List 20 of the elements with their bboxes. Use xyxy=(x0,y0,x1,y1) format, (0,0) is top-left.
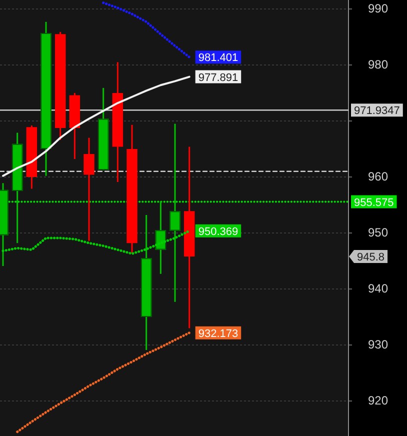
ref-line-label: 971.9347 xyxy=(354,105,400,118)
candlestick xyxy=(84,137,94,242)
y-tick-label: 960 xyxy=(368,169,388,184)
candlestick xyxy=(170,123,180,303)
text: 945.8 xyxy=(357,252,385,264)
y-tick-label: 930 xyxy=(368,337,388,352)
y-tick-label: 920 xyxy=(368,393,388,408)
data-label: 977.891 xyxy=(198,72,238,84)
ref-line-label: 955.575 xyxy=(354,196,394,209)
y-tick-label: 940 xyxy=(368,281,388,296)
line-series xyxy=(16,332,191,434)
line-series xyxy=(2,230,191,255)
y-tick-label: 990 xyxy=(368,1,388,16)
candlestick xyxy=(155,200,166,275)
line-series xyxy=(102,2,191,58)
data-label: 932.173 xyxy=(198,328,238,340)
data-label: 950.369 xyxy=(198,226,238,238)
y-tick-label: 980 xyxy=(368,57,388,72)
data-label: 981.401 xyxy=(198,52,238,64)
y-tick-label: 950 xyxy=(368,225,388,240)
